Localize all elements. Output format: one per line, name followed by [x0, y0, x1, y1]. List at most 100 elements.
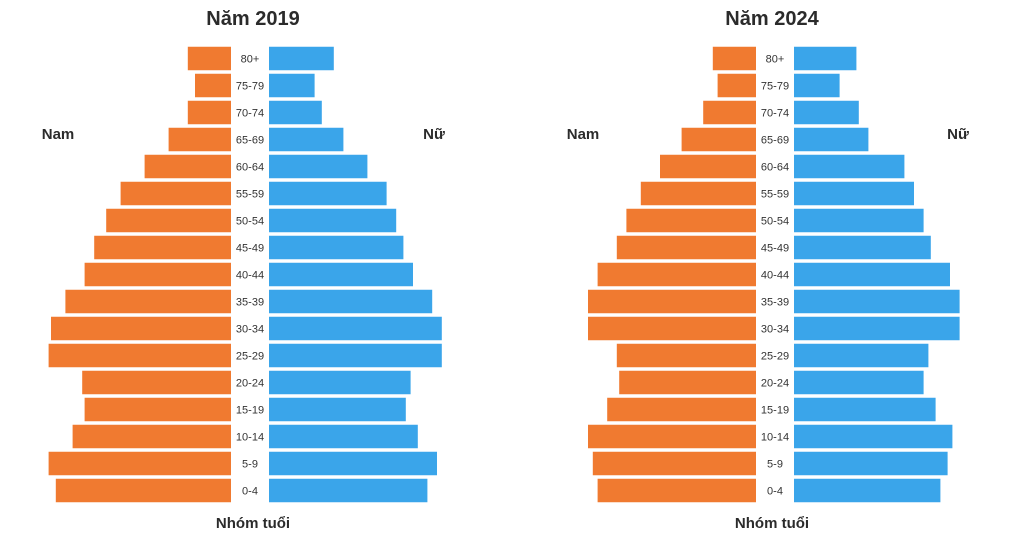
chart1-male-bar-20-24 [82, 370, 231, 395]
chart2-age-label-30-34: 30-34 [761, 324, 789, 336]
chart1-male-bar-30-34 [51, 316, 231, 341]
chart2-female-bar-10-14 [794, 424, 953, 449]
chart2-male-bar-30-34 [588, 316, 756, 341]
chart1-age-label-75-79: 75-79 [236, 81, 264, 93]
chart1-age-label-50-54: 50-54 [236, 216, 264, 228]
chart2-male-bar-55-59 [640, 181, 756, 206]
chart2-male-bar-15-19 [607, 397, 756, 422]
chart1-male-bar-55-59 [120, 181, 231, 206]
chart2-male-bar-5-9 [592, 451, 756, 476]
chart1-female-bar-75-79 [269, 73, 315, 98]
chart2-male-bar-50-54 [626, 208, 756, 233]
chart2-female-bar-5-9 [794, 451, 948, 476]
chart1-female-bar-40-44 [269, 262, 413, 287]
chart2-female-bar-40-44 [794, 262, 950, 287]
chart1-age-label-30-34: 30-34 [236, 324, 264, 336]
chart1-female-bar-10-14 [269, 424, 418, 449]
chart1-female-bar-70-74 [269, 100, 322, 125]
chart2-age-label-20-24: 20-24 [761, 378, 789, 390]
chart2-male-bar-35-39 [588, 289, 756, 314]
chart1-title: Năm 2019 [206, 8, 299, 30]
chart2-age-label-60-64: 60-64 [761, 162, 789, 174]
chart1-male-bar-40-44 [84, 262, 231, 287]
chart2-female-bar-60-64 [794, 154, 905, 179]
chart2-female-bar-50-54 [794, 208, 924, 233]
chart1-male-bar-65-69 [168, 127, 231, 152]
chart2-male-bar-80+ [712, 46, 756, 71]
chart2-female-bar-70-74 [794, 100, 859, 125]
chart2-age-label-25-29: 25-29 [761, 351, 789, 363]
chart2-female-bar-45-49 [794, 235, 931, 260]
chart2-age-label-35-39: 35-39 [761, 297, 789, 309]
chart2-female-bar-35-39 [794, 289, 960, 314]
chart1-age-label-20-24: 20-24 [236, 378, 264, 390]
chart2-male-bar-40-44 [597, 262, 756, 287]
chart1-female-bar-5-9 [269, 451, 437, 476]
chart1-male-bar-0-4 [55, 478, 231, 503]
chart1-female-bar-45-49 [269, 235, 404, 260]
chart2-male-label: Nam [567, 126, 600, 143]
chart2-female-bar-25-29 [794, 343, 929, 368]
chart2-female-bar-20-24 [794, 370, 924, 395]
chart1-age-label-45-49: 45-49 [236, 243, 264, 255]
chart1-age-label-55-59: 55-59 [236, 189, 264, 201]
chart1-age-label-15-19: 15-19 [236, 405, 264, 417]
chart2-male-bar-25-29 [616, 343, 756, 368]
chart2-female-bar-80+ [794, 46, 857, 71]
chart1-male-bar-25-29 [48, 343, 231, 368]
chart1-age-label-70-74: 70-74 [236, 108, 264, 120]
chart1-age-label-40-44: 40-44 [236, 270, 264, 282]
chart1-xlabel: Nhóm tuổi [216, 515, 290, 532]
chart2-male-bar-0-4 [597, 478, 756, 503]
chart1-female-bar-80+ [269, 46, 334, 71]
chart2-female-bar-65-69 [794, 127, 869, 152]
chart1-male-bar-35-39 [65, 289, 232, 314]
chart1-female-bar-55-59 [269, 181, 387, 206]
chart2-age-label-0-4: 0-4 [767, 486, 783, 498]
chart1-female-bar-20-24 [269, 370, 411, 395]
chart1-female-bar-35-39 [269, 289, 433, 314]
chart2-age-label-65-69: 65-69 [761, 135, 789, 147]
chart1-female-bar-60-64 [269, 154, 368, 179]
chart2-age-label-40-44: 40-44 [761, 270, 789, 282]
chart1-male-bar-50-54 [106, 208, 231, 233]
chart1-male-bar-60-64 [144, 154, 231, 179]
chart1-age-label-80+: 80+ [241, 54, 260, 66]
chart1-age-label-10-14: 10-14 [236, 432, 264, 444]
chart1-male-bar-5-9 [48, 451, 231, 476]
chart2-female-bar-75-79 [794, 73, 840, 98]
chart1-female-bar-50-54 [269, 208, 397, 233]
chart2-male-bar-60-64 [660, 154, 756, 179]
chart2-male-bar-70-74 [703, 100, 756, 125]
chart2-male-bar-45-49 [616, 235, 756, 260]
chart1-age-label-35-39: 35-39 [236, 297, 264, 309]
chart1-male-bar-75-79 [195, 73, 231, 98]
chart2-age-label-55-59: 55-59 [761, 189, 789, 201]
chart1-male-bar-70-74 [187, 100, 231, 125]
chart2-xlabel: Nhóm tuổi [735, 515, 809, 532]
chart2-age-label-5-9: 5-9 [767, 459, 783, 471]
chart1-age-label-65-69: 65-69 [236, 135, 264, 147]
chart1-age-label-25-29: 25-29 [236, 351, 264, 363]
chart2-male-bar-10-14 [588, 424, 756, 449]
chart2-age-label-10-14: 10-14 [761, 432, 789, 444]
chart1-male-bar-80+ [187, 46, 231, 71]
chart1-male-label: Nam [42, 126, 75, 143]
chart1-male-bar-10-14 [72, 424, 231, 449]
chart1-female-bar-15-19 [269, 397, 406, 422]
chart1-female-label: Nữ [423, 126, 445, 143]
chart2-female-bar-55-59 [794, 181, 914, 206]
chart1-age-label-0-4: 0-4 [242, 486, 258, 498]
chart1-age-label-60-64: 60-64 [236, 162, 264, 174]
chart1-female-bar-25-29 [269, 343, 442, 368]
chart1-male-bar-15-19 [84, 397, 231, 422]
chart2-title: Năm 2024 [725, 8, 819, 30]
chart2-age-label-80+: 80+ [766, 54, 785, 66]
chart2-female-bar-15-19 [794, 397, 936, 422]
chart2-female-bar-30-34 [794, 316, 960, 341]
chart2-male-bar-65-69 [681, 127, 756, 152]
chart2-male-bar-20-24 [619, 370, 756, 395]
chart2-male-bar-75-79 [717, 73, 756, 98]
